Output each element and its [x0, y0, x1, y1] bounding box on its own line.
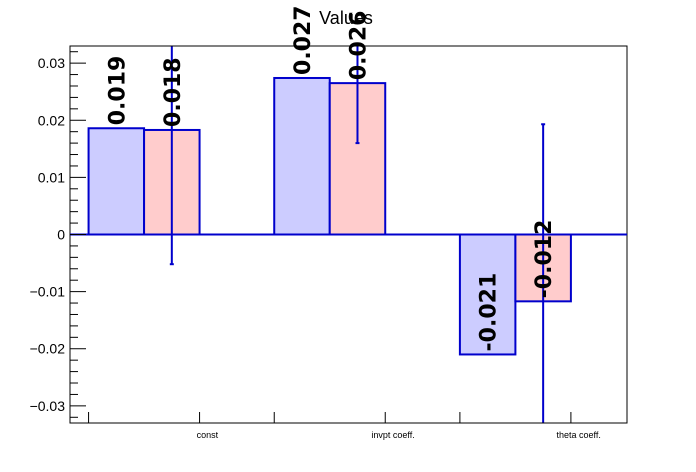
bars-layer	[87, 76, 572, 356]
x-category-label: theta coeff.	[557, 430, 601, 440]
y-tick-label: 0.03	[38, 55, 65, 71]
y-tick-label: 0	[57, 227, 65, 243]
data-label-series1-1: 0.019	[105, 56, 130, 126]
data-label-series2-2: 0.026	[346, 11, 371, 81]
x-category-label: const	[197, 430, 219, 440]
y-tick-label: −0.03	[30, 398, 66, 414]
data-label-series1-3: -0.021	[477, 273, 502, 352]
y-tick-label: 0.02	[38, 112, 65, 128]
y-tick-label: 0.01	[38, 169, 65, 185]
bar-series1-const	[87, 127, 146, 236]
error-bars-layer	[169, 46, 546, 423]
data-label-series2-1: 0.018	[161, 57, 186, 127]
y-tick-label: −0.02	[30, 341, 66, 357]
data-labels-layer: 0.019 0.018 0.027 0.026 -0.021 -0.012	[105, 5, 557, 351]
bar-series1-invpt-coeff-	[273, 76, 331, 236]
chart-title: Values	[319, 8, 373, 28]
x-category-label: invpt coeff.	[371, 430, 414, 440]
data-label-series2-3: -0.012	[532, 220, 557, 299]
axis-layer: −0.03 −0.02 −0.01 0 0.01 0.02 0.03 const invpt c…	[30, 51, 627, 440]
data-label-series1-2: 0.027	[291, 5, 316, 75]
y-tick-label: −0.01	[30, 284, 66, 300]
